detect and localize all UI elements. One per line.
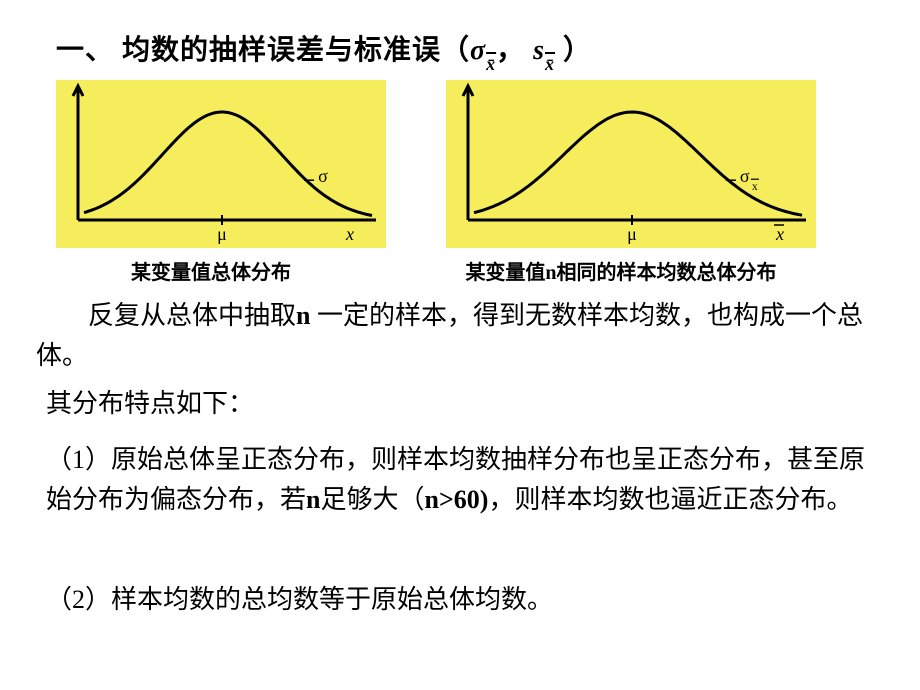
svg-text:σ: σ <box>318 166 328 186</box>
p3-e: ，则样本均数也逼近正态分布。 <box>488 485 852 514</box>
sample-mean-distribution-chart: μxσx <box>446 80 816 248</box>
paragraph-feature-1: （1）原始总体呈正态分布，则样本均数抽样分布也呈正态分布，甚至原始分布为偏态分布… <box>46 440 886 521</box>
page-title: 一、 均数的抽样误差与标准误（σx̄， sx̄ ） <box>56 28 592 71</box>
title-comma: ， <box>496 35 525 66</box>
p3-n1: n <box>306 485 320 514</box>
svg-text:μ: μ <box>217 224 227 244</box>
svg-text:x: x <box>775 224 784 244</box>
caption-right: 某变量值n相同的样本均数总体分布 <box>366 256 876 285</box>
title-prefix: 一、 均数的抽样误差与标准误（ <box>56 35 470 66</box>
svg-text:x: x <box>752 180 758 193</box>
bell-curve-left: μ x σ <box>56 80 386 248</box>
caption-row: 某变量值总体分布 某变量值n相同的样本均数总体分布 <box>56 256 876 285</box>
title-sigma-sub: x̄ <box>486 54 496 74</box>
svg-text:σ: σ <box>740 166 750 186</box>
title-s: s <box>533 35 545 66</box>
p3-c: 足够大（ <box>320 485 424 514</box>
paragraph-feature-2: （2）样本均数的总均数等于原始总体均数。 <box>46 580 886 620</box>
title-suffix: ） <box>555 35 592 66</box>
p3-d: n>60) <box>425 485 489 514</box>
paragraph-intro: 反复从总体中抽取n 一定的样本，得到无数样本均数，也构成一个总体。 <box>36 296 886 377</box>
charts-row: μxσ μxσx <box>56 80 816 248</box>
bell-curve-right: μxσx <box>446 80 816 248</box>
p1-a: 反复从总体中抽取 <box>88 301 296 330</box>
paragraph-features-heading: 其分布特点如下： <box>46 384 886 424</box>
title-s-sub: x̄ <box>545 54 555 74</box>
title-sigma: σ <box>470 35 486 66</box>
svg-text:x: x <box>345 224 354 244</box>
caption-left: 某变量值总体分布 <box>56 256 366 285</box>
p1-n: n <box>296 301 310 330</box>
svg-text:μ: μ <box>627 224 637 244</box>
population-distribution-chart: μ x σ <box>56 80 386 248</box>
